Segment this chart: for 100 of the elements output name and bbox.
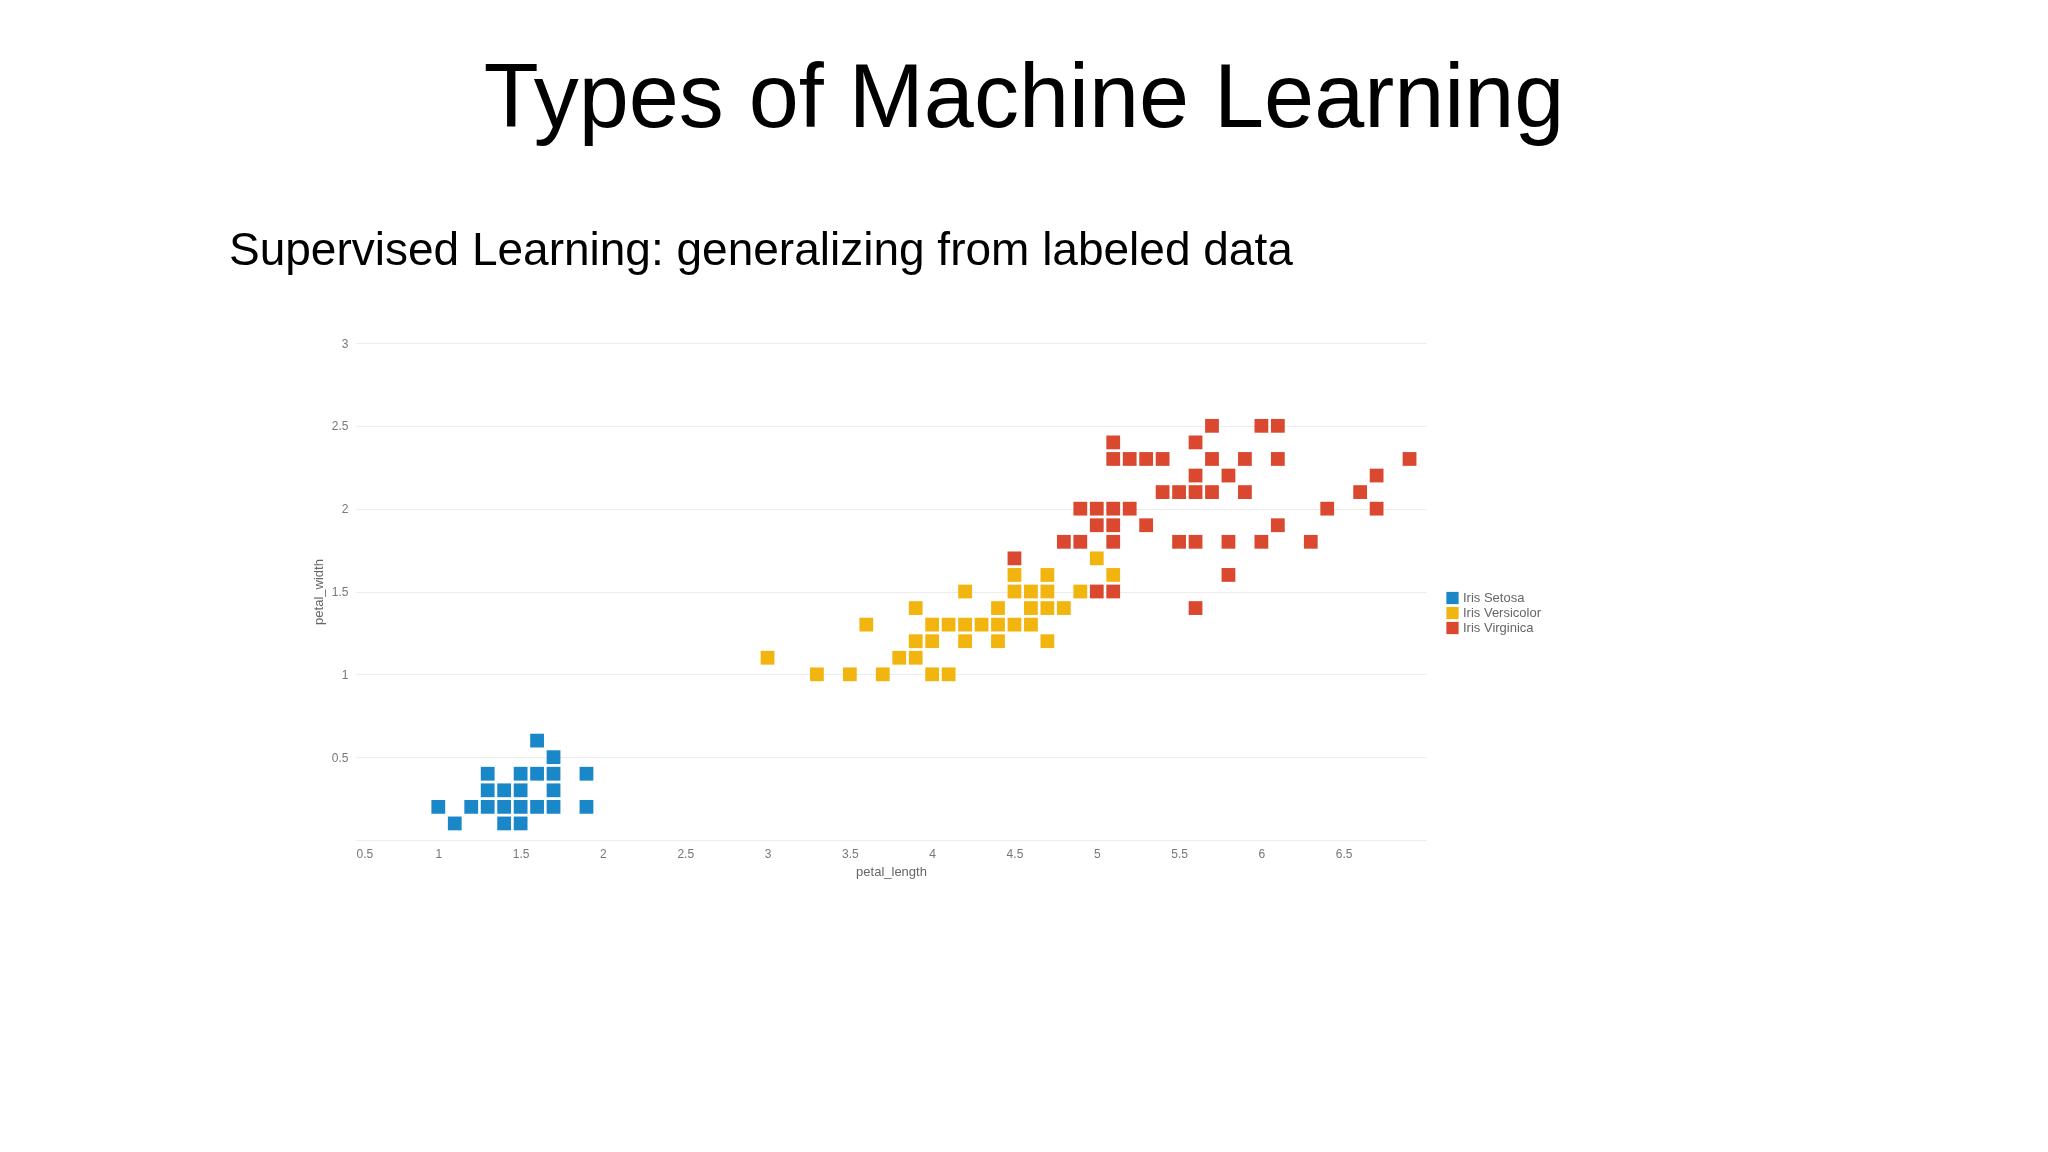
point: [480, 783, 495, 798]
point: [925, 617, 940, 632]
point: [1106, 518, 1121, 533]
point: [908, 634, 923, 649]
y-tick-label: 0.5: [331, 750, 349, 765]
legend-label: Iris Setosa: [1463, 590, 1526, 605]
point: [1353, 485, 1368, 499]
chart-subtitle: Supervised Learning: generalizing from labeled data: [229, 223, 1294, 275]
y-axis-title: petal_width: [310, 559, 326, 625]
point: [892, 650, 907, 665]
point: [1106, 501, 1121, 516]
point: [1073, 584, 1088, 599]
point: [1188, 601, 1203, 615]
x-tick-label: 4: [929, 846, 937, 861]
x-tick-label: 1.5: [512, 846, 530, 861]
x-tick-label: 2.5: [677, 846, 695, 861]
point: [497, 816, 512, 831]
x-tick-label: 6.5: [1335, 846, 1353, 861]
point: [1040, 634, 1055, 649]
point: [908, 650, 923, 665]
point: [1040, 568, 1055, 582]
point: [958, 584, 972, 599]
point: [1205, 452, 1219, 466]
point: [431, 799, 446, 814]
point: [1172, 485, 1186, 499]
point: [1073, 501, 1088, 516]
point: [1238, 452, 1252, 466]
point: [974, 617, 989, 632]
y-tick-label: 1: [341, 667, 349, 682]
x-tick-label: 6: [1258, 846, 1266, 861]
point: [1106, 534, 1121, 549]
point: [480, 766, 495, 781]
y-tick-label: 1.5: [331, 585, 349, 599]
point: [1040, 584, 1055, 599]
point: [1188, 485, 1203, 499]
x-tick-label: 0.5: [356, 846, 374, 861]
point: [546, 766, 561, 781]
point: [1254, 418, 1269, 433]
point: [1270, 452, 1285, 466]
point: [530, 733, 544, 748]
point: [859, 617, 874, 632]
x-tick-label: 5.5: [1171, 846, 1189, 861]
point: [546, 750, 561, 765]
point: [925, 667, 940, 682]
point: [464, 799, 479, 814]
point: [1007, 551, 1022, 566]
point: [1303, 534, 1318, 549]
point: [875, 667, 890, 682]
point: [530, 766, 544, 781]
point: [1106, 452, 1121, 466]
point: [760, 650, 775, 665]
x-tick-label: 1: [435, 846, 443, 861]
point: [1205, 418, 1219, 433]
point: [546, 799, 561, 814]
point: [1270, 418, 1285, 433]
point: [1024, 601, 1038, 615]
point: [1056, 534, 1071, 549]
point: [958, 617, 972, 632]
x-tick-label: 2: [600, 846, 608, 861]
y-tick-label: 2: [341, 502, 349, 517]
x-tick-label: 4.5: [1006, 846, 1024, 861]
point: [1056, 601, 1071, 615]
point: [579, 766, 594, 781]
point: [1089, 501, 1104, 516]
point: [842, 667, 857, 682]
point: [513, 799, 528, 814]
point: [497, 799, 512, 814]
point: [1155, 452, 1170, 466]
legend-label: Iris Virginica: [1463, 620, 1535, 635]
point: [1254, 534, 1269, 549]
point: [1205, 485, 1219, 499]
x-axis-title: petal_length: [856, 863, 927, 879]
point: [1122, 452, 1137, 466]
point: [1089, 551, 1104, 566]
point: [1320, 501, 1335, 516]
point: [1172, 534, 1186, 549]
x-tick-label: 3.5: [842, 846, 860, 861]
point: [1402, 452, 1417, 466]
point: [1106, 584, 1121, 599]
point: [1024, 617, 1038, 632]
point: [513, 783, 528, 798]
point: [991, 634, 1005, 649]
point: [1221, 534, 1236, 549]
point: [941, 667, 956, 682]
point: [991, 601, 1005, 615]
point: [1238, 485, 1252, 499]
point: [579, 799, 594, 814]
point: [991, 617, 1005, 632]
legend-label: Iris Versicolor: [1463, 605, 1542, 620]
point: [1089, 584, 1104, 599]
point: [1106, 568, 1121, 582]
point: [1007, 617, 1022, 632]
y-tick-label: 3: [341, 336, 349, 351]
point: [497, 783, 512, 798]
point: [1221, 568, 1236, 582]
point: [1089, 518, 1104, 533]
point: [1007, 568, 1022, 582]
point: [480, 799, 495, 814]
point: [925, 634, 940, 649]
point: [530, 799, 544, 814]
